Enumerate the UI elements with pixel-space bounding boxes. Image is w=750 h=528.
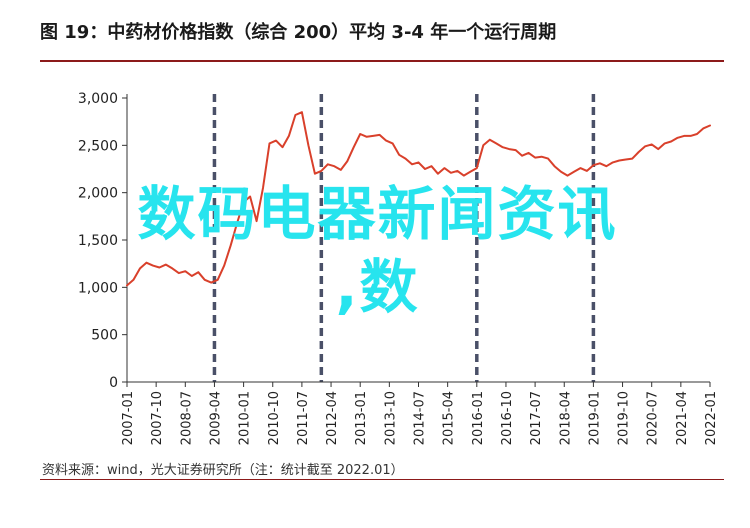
x-tick-label: 2013-10 — [383, 391, 398, 445]
x-tick-label: 2012-04 — [325, 391, 340, 445]
x-tick-label: 2019-01 — [587, 391, 602, 445]
x-tick-label: 2015-04 — [442, 391, 457, 445]
y-tick-label: 1,500 — [78, 233, 118, 249]
cycle-dividers — [212, 94, 596, 382]
title-divider — [40, 60, 724, 62]
series-line — [126, 111, 711, 287]
y-tick-label: 2,000 — [78, 186, 118, 202]
x-tick-label: 2022-01 — [704, 391, 719, 445]
y-tick-label: 3,000 — [78, 91, 118, 107]
x-tick-label: 2010-01 — [238, 391, 253, 445]
series-group — [126, 111, 711, 287]
x-tick-label: 2013-01 — [354, 391, 369, 445]
source-note: 资料来源：wind，光大证券研究所（注：统计截至 2022.01） — [42, 463, 404, 478]
x-tick-label: 2018-04 — [558, 391, 573, 445]
x-tick-label: 2007-01 — [121, 391, 136, 445]
x-tick-label: 2021-04 — [675, 391, 690, 445]
y-axis-ticks: 0 500 1,000 1,500 2,000 2,500 3,000 — [78, 91, 127, 391]
x-tick-label: 2020-07 — [646, 391, 661, 445]
y-tick-label: 500 — [91, 328, 118, 344]
y-tick-label: 1,000 — [78, 280, 118, 296]
x-tick-label: 2019-10 — [617, 391, 632, 445]
x-tick-label: 2016-01 — [471, 391, 486, 445]
y-tick-label: 0 — [109, 375, 118, 391]
chart-title: 图 19：中药材价格指数（综合 200）平均 3-4 年一个运行周期 — [40, 22, 557, 43]
x-tick-label: 2017-07 — [529, 391, 544, 445]
x-tick-label: 2008-07 — [179, 391, 194, 445]
x-tick-label: 2016-10 — [500, 391, 515, 445]
x-axis-ticks: 2007-01 2007-10 2008-07 2009-04 2010-01 2010-… — [121, 382, 719, 445]
y-tick-label: 2,500 — [78, 138, 118, 154]
bottom-divider — [40, 479, 724, 480]
x-tick-label: 2014-07 — [413, 391, 428, 445]
x-tick-label: 2007-10 — [150, 391, 165, 445]
x-tick-label: 2010-10 — [267, 391, 282, 445]
x-tick-label: 2011-07 — [296, 391, 311, 445]
x-tick-label: 2009-04 — [208, 391, 223, 445]
